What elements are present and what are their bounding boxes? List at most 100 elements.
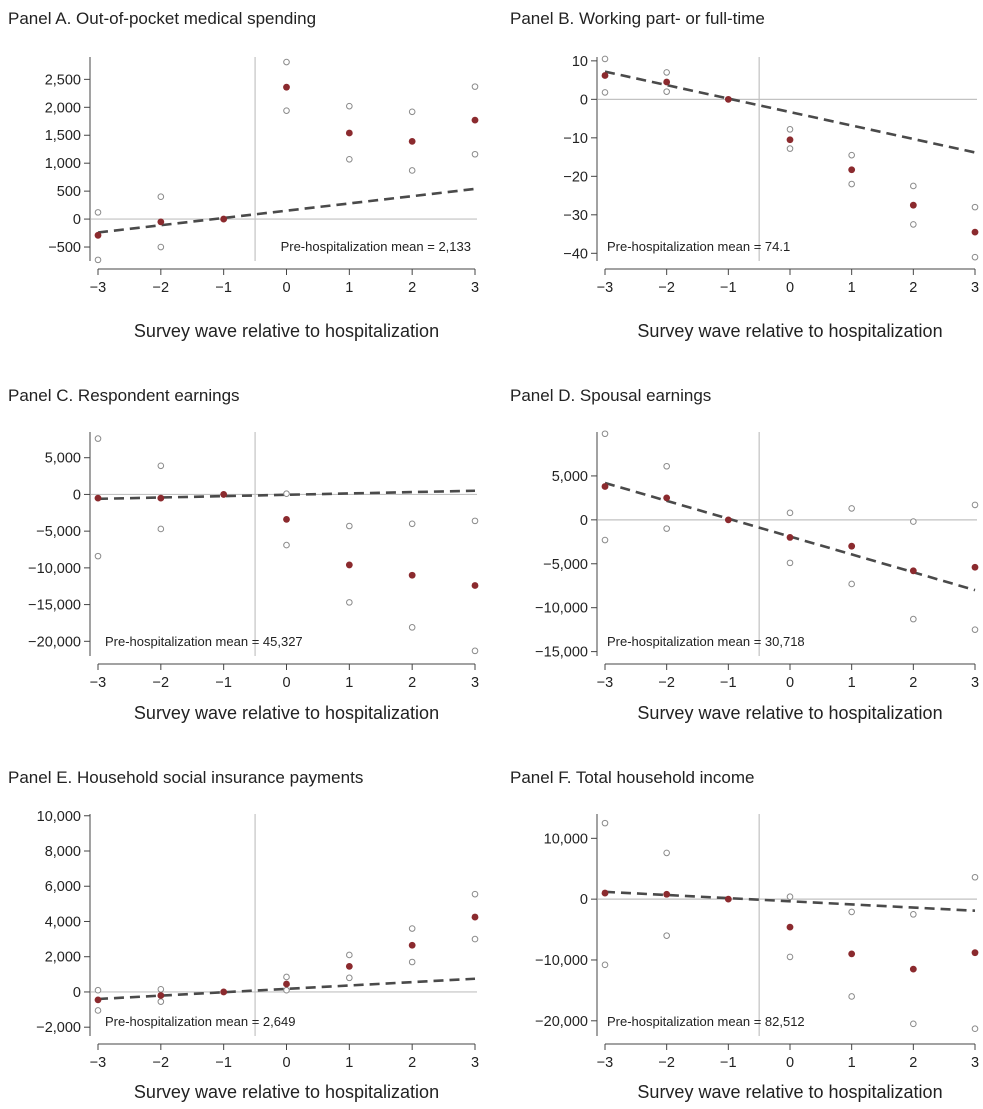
- x-tick-label: 2: [408, 1055, 416, 1071]
- x-tick-label: −1: [720, 675, 737, 691]
- estimate-point: [971, 949, 979, 957]
- ci-lower-point: [94, 1007, 102, 1014]
- ci-lower-point: [910, 221, 917, 228]
- ci-upper-point: [346, 951, 353, 959]
- ci-upper-point: [283, 58, 290, 66]
- y-tick-label: 5,000: [552, 469, 588, 485]
- y-tick-label: −15,000: [28, 598, 81, 614]
- ci-lower-point: [971, 626, 979, 633]
- estimate-point: [408, 941, 416, 949]
- y-tick-label: −10: [563, 131, 588, 147]
- y-tick-label: −5,000: [36, 524, 81, 540]
- estimate-point: [94, 231, 102, 239]
- ci-upper-point: [601, 430, 609, 438]
- y-tick-label: 5,000: [45, 451, 81, 467]
- pre-trend-line: [604, 890, 976, 913]
- panel-f: Panel F. Total household income −20,000 −1…: [510, 768, 979, 1102]
- y-tick-label: −40: [563, 246, 588, 262]
- x-tick-label: −1: [215, 675, 232, 691]
- x-tick-label: −2: [658, 675, 675, 691]
- estimate-point: [786, 136, 794, 144]
- x-tick-label: −3: [597, 675, 614, 691]
- estimate-point: [283, 980, 290, 988]
- estimate-point: [724, 516, 732, 524]
- ci-lower-point: [663, 88, 670, 95]
- estimate-point: [663, 890, 671, 898]
- ci-upper-point: [471, 890, 479, 898]
- ci-upper-point: [346, 102, 353, 110]
- ci-lower-point: [601, 961, 609, 969]
- ci-lower-point: [157, 525, 165, 533]
- y-tick-label: 0: [580, 513, 588, 529]
- ci-lower-point: [601, 89, 609, 96]
- ci-upper-point: [910, 911, 917, 918]
- y-tick-label: −20,000: [28, 634, 81, 650]
- x-tick-label: 1: [848, 1055, 856, 1071]
- ci-lower-point: [346, 599, 353, 606]
- ci-lower-point: [910, 615, 917, 623]
- estimate-point: [345, 129, 353, 137]
- y-tick-label: 8,000: [45, 844, 81, 860]
- x-tick-label: −2: [658, 1055, 675, 1071]
- x-tick-label: 3: [971, 675, 979, 691]
- panel-title: Panel E. Household social insurance paym…: [8, 768, 363, 787]
- ci-lower-point: [601, 536, 609, 544]
- y-tick-label: 1,500: [45, 128, 81, 144]
- x-tick-label: 0: [786, 675, 794, 691]
- x-tick-label: −2: [153, 1055, 170, 1071]
- estimate-point: [408, 571, 416, 579]
- x-tick-label: −2: [153, 675, 170, 691]
- y-tick-label: 500: [57, 184, 81, 200]
- estimate-point: [283, 515, 290, 523]
- x-tick-label: 1: [345, 1055, 353, 1071]
- x-axis-label: Survey wave relative to hospitalization: [134, 321, 439, 341]
- ci-upper-point: [283, 973, 290, 981]
- pre-hospitalization-mean-note: Pre-hospitalization mean = 74.1: [607, 239, 790, 254]
- ci-upper-point: [786, 893, 794, 901]
- ci-lower-point: [157, 243, 165, 251]
- estimate-point: [345, 963, 353, 970]
- estimate-point: [157, 992, 165, 999]
- x-tick-label: −3: [597, 280, 614, 296]
- x-tick-label: 1: [345, 280, 353, 296]
- estimate-point: [786, 923, 794, 931]
- pre-trend-line: [97, 187, 476, 234]
- ci-lower-point: [848, 993, 855, 1000]
- y-tick-label: 1,000: [45, 156, 81, 172]
- estimate-point: [220, 215, 228, 223]
- ci-lower-point: [848, 180, 855, 188]
- ci-lower-point: [471, 647, 479, 655]
- ci-upper-point: [663, 69, 670, 76]
- ci-lower-point: [94, 552, 102, 560]
- ci-upper-point: [848, 908, 855, 916]
- estimate-point: [471, 116, 479, 124]
- estimate-point: [663, 78, 671, 86]
- ci-upper-point: [971, 873, 979, 881]
- y-tick-label: −10,000: [535, 953, 588, 969]
- pre-hospitalization-mean-note: Pre-hospitalization mean = 30,718: [607, 634, 805, 649]
- ci-upper-point: [408, 108, 416, 116]
- ci-lower-point: [346, 974, 353, 982]
- x-tick-label: 0: [282, 675, 290, 691]
- x-tick-label: 3: [471, 280, 479, 296]
- x-axis-label: Survey wave relative to hospitalization: [637, 703, 942, 723]
- ci-upper-point: [848, 505, 855, 512]
- x-tick-label: 0: [282, 280, 290, 296]
- pre-hospitalization-mean-note: Pre-hospitalization mean = 45,327: [105, 634, 303, 649]
- ci-lower-point: [910, 1020, 917, 1028]
- ci-upper-point: [471, 83, 479, 90]
- ci-upper-point: [94, 986, 102, 994]
- ci-upper-point: [283, 490, 290, 497]
- x-tick-label: −1: [215, 280, 232, 296]
- estimate-point: [601, 72, 609, 79]
- x-tick-label: 1: [848, 675, 856, 691]
- x-axis-label: Survey wave relative to hospitalization: [637, 1082, 942, 1102]
- panel-title: Panel F. Total household income: [510, 768, 754, 787]
- ci-lower-point: [408, 958, 416, 966]
- y-tick-label: −2,000: [36, 1020, 81, 1036]
- y-tick-label: −10,000: [535, 601, 588, 617]
- ci-upper-point: [157, 193, 165, 201]
- y-tick-label: 4,000: [45, 914, 81, 930]
- ci-lower-point: [471, 150, 479, 158]
- ci-upper-point: [94, 435, 102, 442]
